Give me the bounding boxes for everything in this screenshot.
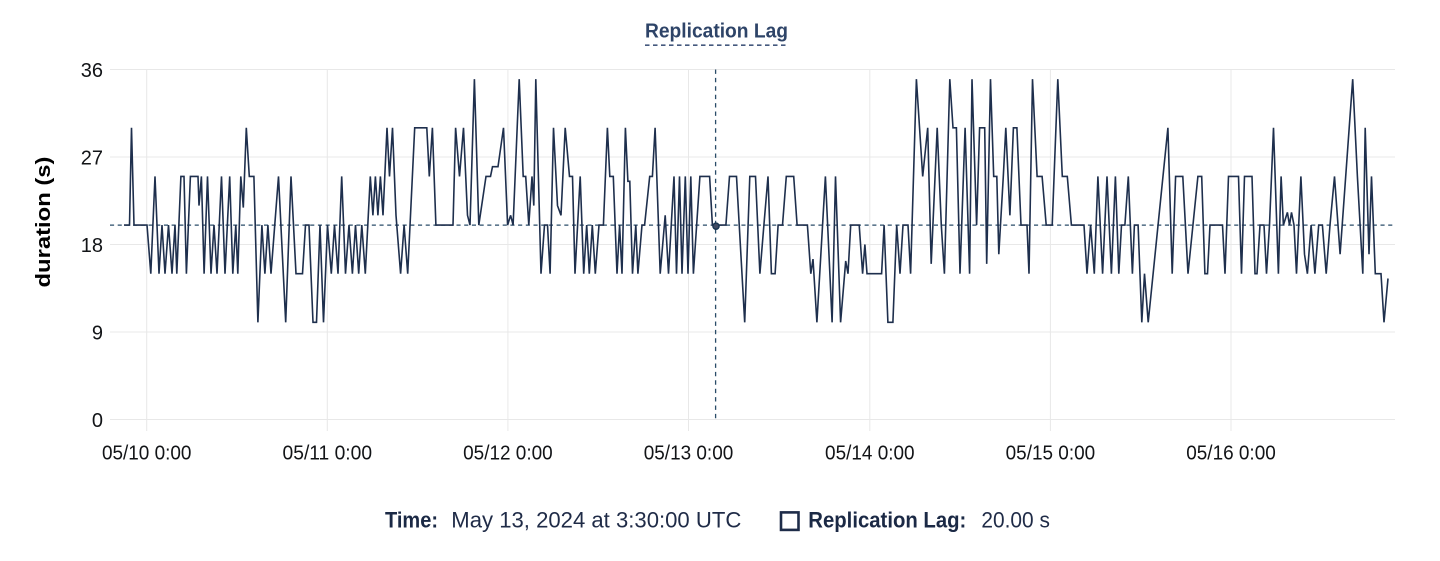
svg-text:0: 0 [92, 410, 103, 432]
svg-text:20.00 s: 20.00 s [981, 508, 1050, 533]
svg-text:05/12 0:00: 05/12 0:00 [463, 443, 553, 465]
svg-text:May 13, 2024 at 3:30:00 UTC: May 13, 2024 at 3:30:00 UTC [451, 508, 741, 533]
svg-text:Replication Lag: Replication Lag [645, 20, 788, 43]
svg-text:Replication Lag:: Replication Lag: [808, 508, 966, 533]
svg-text:duration (s): duration (s) [33, 157, 55, 288]
svg-text:05/15 0:00: 05/15 0:00 [1006, 443, 1096, 465]
svg-text:05/11 0:00: 05/11 0:00 [283, 443, 373, 465]
svg-text:05/13 0:00: 05/13 0:00 [644, 443, 734, 465]
svg-text:27: 27 [81, 148, 103, 170]
svg-text:05/10 0:00: 05/10 0:00 [102, 443, 192, 465]
svg-text:05/14 0:00: 05/14 0:00 [825, 443, 915, 465]
svg-text:18: 18 [81, 235, 103, 257]
svg-text:05/16 0:00: 05/16 0:00 [1186, 443, 1276, 465]
svg-text:9: 9 [92, 323, 103, 345]
svg-text:Time:: Time: [385, 508, 438, 533]
svg-text:36: 36 [81, 60, 103, 82]
